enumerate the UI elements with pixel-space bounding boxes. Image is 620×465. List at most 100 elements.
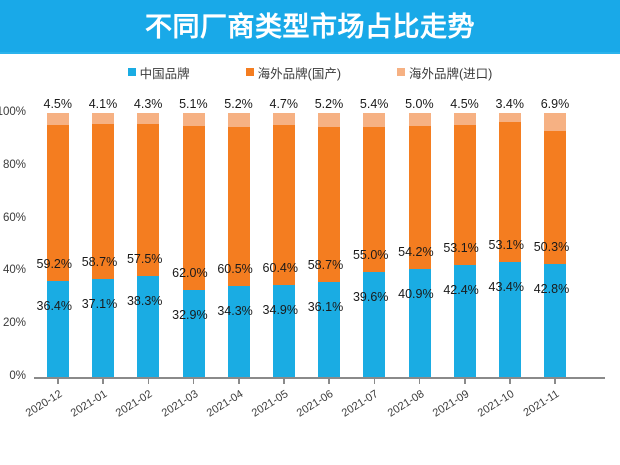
x-axis-tick [283, 378, 285, 384]
bar-segment-overseas-import[interactable] [318, 113, 341, 127]
bar-segment-overseas-domestic[interactable] [227, 126, 250, 287]
value-label-china-brand: 42.8% [533, 282, 570, 296]
value-label-overseas-import: 5.0% [405, 96, 434, 111]
bar-segment-overseas-domestic[interactable] [47, 124, 69, 281]
x-axis-tick [238, 378, 240, 384]
stacked-bar[interactable] [499, 113, 521, 377]
y-axis-tick-label: 0% [9, 370, 26, 382]
stacked-bar[interactable] [363, 113, 386, 377]
x-axis-tick [464, 378, 466, 384]
bar-segment-overseas-import[interactable] [408, 112, 431, 126]
bar-segment-overseas-import[interactable] [182, 113, 205, 127]
stacked-bar[interactable] [453, 113, 476, 377]
value-label-overseas-import: 5.4% [359, 97, 389, 111]
value-label-overseas-domestic: 59.2% [36, 256, 72, 271]
legend-item[interactable]: 海外品牌(进口) [397, 63, 492, 82]
legend-item[interactable]: 中国品牌 [127, 63, 190, 82]
value-label-overseas-domestic: 50.3% [533, 240, 570, 254]
value-label-overseas-domestic: 54.2% [398, 245, 434, 260]
stacked-bar[interactable] [47, 112, 69, 377]
value-label-china-brand: 34.9% [262, 302, 298, 317]
square-marker-icon [397, 68, 405, 76]
bar-segment-china-brand[interactable] [499, 262, 521, 377]
bar-segment-china-brand[interactable] [47, 280, 69, 377]
stacked-bar[interactable] [408, 112, 431, 377]
x-axis-tick [418, 378, 421, 384]
bar-segment-overseas-domestic[interactable] [453, 124, 476, 266]
stacked-bar[interactable] [318, 113, 341, 377]
bar-segment-overseas-domestic[interactable] [363, 127, 386, 273]
bar-segment-overseas-domestic[interactable] [182, 126, 205, 291]
bar-segment-overseas-import[interactable] [47, 112, 69, 125]
bar-segment-china-brand[interactable] [92, 279, 115, 377]
title-banner [0, 0, 620, 54]
x-axis-tick-label: 2021-06 [294, 388, 336, 420]
value-label-overseas-domestic: 60.4% [262, 260, 298, 275]
bar-segment-overseas-import[interactable] [273, 113, 295, 126]
bar-segment-overseas-import[interactable] [137, 112, 160, 125]
bar-segment-overseas-domestic[interactable] [273, 125, 295, 285]
value-label-china-brand: 42.4% [443, 283, 479, 298]
bar-segment-china-brand[interactable] [318, 281, 341, 377]
legend-label: 海外品牌(进口) [409, 66, 493, 81]
value-label-overseas-import: 5.2% [224, 97, 253, 111]
bar-segment-china-brand[interactable] [137, 275, 160, 377]
legend-item[interactable]: 海外品牌(国产) [245, 63, 341, 82]
x-axis-tick-label: 2020-12 [23, 388, 65, 420]
value-label-overseas-import: 5.1% [179, 97, 208, 111]
stacked-bar[interactable] [92, 113, 115, 377]
bar-segment-china-brand[interactable] [408, 269, 431, 377]
x-axis-tick [373, 378, 376, 384]
value-label-overseas-import: 4.1% [88, 97, 118, 112]
stacked-bar[interactable] [544, 113, 567, 377]
bar-segment-overseas-import[interactable] [363, 113, 386, 128]
bar-segment-overseas-domestic[interactable] [499, 122, 521, 263]
bar-segment-overseas-domestic[interactable] [92, 124, 115, 280]
banner-underline [0, 52, 620, 54]
bar-segment-overseas-import[interactable] [92, 113, 115, 125]
x-axis-tick-label: 2021-11 [521, 388, 562, 420]
bar-segment-overseas-domestic[interactable] [318, 126, 341, 282]
value-label-overseas-domestic: 53.1% [443, 241, 479, 256]
bar-segment-overseas-import[interactable] [544, 113, 567, 132]
value-label-china-brand: 36.4% [36, 298, 72, 313]
value-label-overseas-import: 6.9% [540, 97, 570, 111]
bar-segment-china-brand[interactable] [182, 290, 205, 377]
x-axis-tick [192, 378, 195, 384]
bar-segment-china-brand[interactable] [273, 284, 295, 377]
value-label-overseas-domestic: 57.5% [126, 251, 163, 266]
x-axis-tick-label: 2021-01 [68, 388, 110, 420]
bar-segment-overseas-domestic[interactable] [137, 124, 160, 276]
value-label-overseas-domestic: 62.0% [172, 266, 208, 281]
stacked-bar[interactable] [182, 113, 205, 377]
bar-segment-china-brand[interactable] [544, 264, 567, 377]
bar-segment-china-brand[interactable] [453, 265, 476, 377]
bar-segment-overseas-import[interactable] [453, 113, 476, 125]
bar-segment-overseas-domestic[interactable] [544, 131, 567, 264]
value-label-china-brand: 40.9% [398, 287, 434, 302]
stacked-bar[interactable] [273, 113, 295, 377]
value-label-china-brand: 43.4% [488, 280, 524, 295]
value-label-overseas-domestic: 60.5% [217, 262, 253, 277]
bar-segment-china-brand[interactable] [363, 272, 386, 377]
bar-segment-overseas-domestic[interactable] [408, 125, 431, 269]
legend-label: 海外品牌(国产) [257, 66, 341, 81]
stacked-bar[interactable] [227, 113, 250, 377]
x-axis-line [34, 377, 605, 379]
stacked-bar[interactable] [137, 112, 160, 377]
value-label-overseas-domestic: 55.0% [352, 248, 389, 263]
value-label-china-brand: 32.9% [172, 308, 208, 323]
bar-segment-china-brand[interactable] [227, 286, 250, 377]
bar-segment-overseas-import[interactable] [227, 113, 250, 127]
bar-segment-overseas-import[interactable] [499, 113, 521, 123]
x-axis-tick-label: 2021-03 [159, 388, 200, 420]
value-label-overseas-domestic: 58.7% [81, 255, 118, 270]
x-axis-tick [328, 378, 330, 384]
value-label-overseas-domestic: 53.1% [488, 238, 524, 253]
square-marker-icon [127, 68, 136, 76]
x-axis-tick-label: 2021-08 [385, 388, 426, 420]
value-label-overseas-domestic: 58.7% [307, 257, 344, 272]
square-marker-icon [245, 68, 254, 76]
